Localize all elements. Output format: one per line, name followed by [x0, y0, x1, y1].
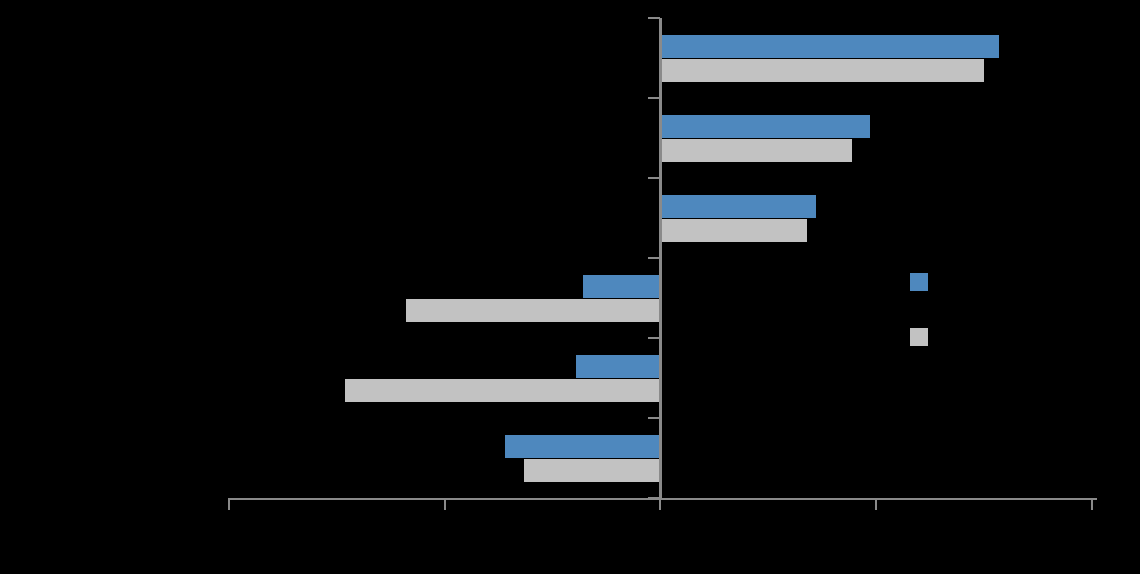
- y-axis-tick: [648, 416, 661, 419]
- y-axis-tick: [648, 336, 661, 339]
- bar-series2-category6: [524, 458, 661, 482]
- bar-series2-category2: [660, 138, 853, 162]
- legend-swatch-series1: [910, 273, 928, 291]
- x-axis-tick: [659, 497, 662, 510]
- y-axis-tick: [648, 496, 661, 499]
- x-axis-tick: [875, 497, 877, 510]
- bar-series1-category3: [660, 194, 816, 218]
- y-axis-line: [659, 17, 662, 501]
- bar-series2-category1: [660, 58, 984, 82]
- legend: [910, 273, 1130, 353]
- x-axis-tick: [1090, 497, 1093, 510]
- bar-series1-category2: [660, 114, 870, 138]
- x-axis-tick: [227, 497, 230, 510]
- legend-swatch-series2: [910, 328, 928, 346]
- bar-series2-category5: [345, 378, 661, 402]
- x-axis-tick: [443, 497, 446, 510]
- y-axis-tick: [648, 96, 661, 99]
- y-axis-tick: [648, 176, 661, 179]
- bar-series2-category4: [405, 298, 661, 322]
- y-axis-tick: [648, 256, 661, 259]
- y-axis-tick: [648, 16, 661, 19]
- bar-series1-category6: [504, 434, 661, 458]
- x-axis-line: [228, 497, 1097, 501]
- bar-series2-category3: [660, 218, 807, 242]
- bar-series1-category4: [582, 274, 661, 298]
- bar-series1-category1: [660, 34, 999, 58]
- bar-series1-category5: [576, 354, 661, 378]
